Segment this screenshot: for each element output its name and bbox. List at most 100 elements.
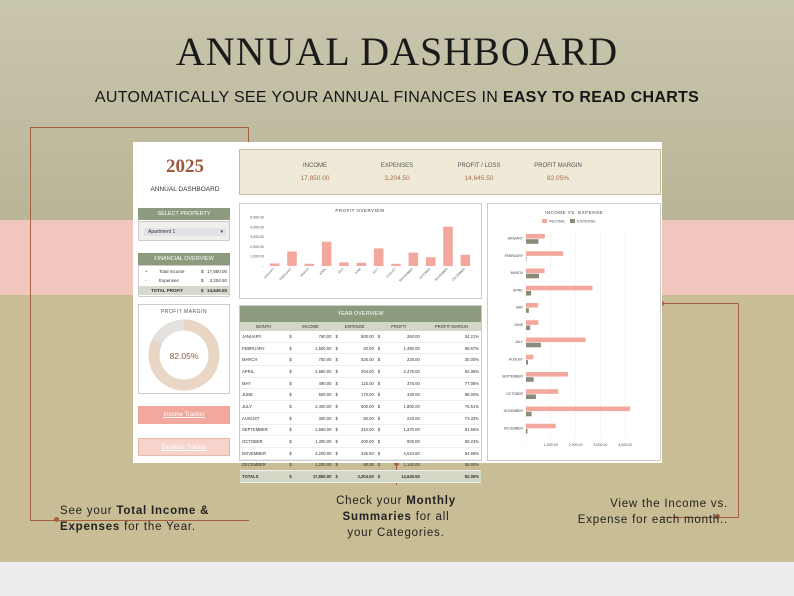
table-cell: $ — [333, 447, 344, 460]
table-cell: MARCH — [240, 353, 288, 367]
table-cell: MAY — [240, 377, 288, 390]
income-bar — [526, 337, 586, 343]
page-title: ANNUAL DASHBOARD — [175, 29, 619, 74]
table-cell: $ — [287, 424, 298, 437]
x-tick-label: OCTOBER — [418, 266, 432, 280]
kpi-label: PROFIT / LOSS — [457, 163, 501, 169]
table-cell: 115.00 — [343, 377, 376, 390]
caption-bold: Monthly — [406, 495, 456, 507]
property-selected: Apartment 1 — [148, 229, 176, 235]
table-cell: $ — [375, 331, 386, 343]
select-property-box: Apartment 1 ▾ — [138, 221, 230, 241]
x-tick-label: NOVEMBER — [434, 266, 450, 282]
table-cell: $ — [287, 353, 298, 367]
profit-margin-value: 82.05% — [169, 351, 199, 361]
table-row: OCTOBER $1,300.00 $400.00 $900.00 69.23% — [240, 435, 481, 448]
kpi-expenses: EXPENSES 3,204.50 — [362, 163, 432, 182]
profit-margin-donut — [148, 319, 220, 391]
y-tick-label: APRIL — [513, 288, 523, 292]
legend-label: INCOME — [549, 219, 565, 224]
table-cell: 260.00 — [385, 331, 422, 343]
income-bar — [526, 320, 539, 325]
donut-arc — [148, 319, 220, 391]
expense-bar — [526, 308, 529, 313]
year-label: 2025 — [166, 156, 204, 177]
table-cell: 81.55% — [421, 424, 481, 437]
table-cell: 170.00 — [343, 388, 376, 402]
connector-left — [30, 127, 249, 521]
income-bar — [526, 234, 545, 239]
fin-label: Total Income — [159, 269, 185, 274]
profit-overview-chart: PROFIT OVERVIEW 5,000.00 4,000.00 3,000.00… — [250, 208, 471, 283]
table-cell: DECEMBER — [240, 459, 288, 472]
income-bar — [526, 389, 559, 394]
fin-label: Expenses — [159, 278, 179, 283]
kpi-value: 3,204.50 — [384, 175, 410, 182]
x-tick-label: 3,000.00 — [593, 443, 607, 447]
table-cell: $ — [333, 400, 344, 413]
dashboard-label: ANNUAL DASHBOARD — [150, 186, 220, 193]
x-tick-label: APRIL — [318, 267, 327, 276]
table-cell: 2,680.00 — [297, 365, 334, 378]
table-cell: 20.00 — [343, 342, 376, 355]
caption-text: View the Income vs. — [610, 498, 728, 510]
subtitle-bold: EASY TO READ CHARTS — [502, 89, 700, 106]
table-cell: 204.00 — [343, 365, 376, 378]
x-tick-label: 2,000.00 — [569, 443, 583, 447]
table-cell: 400.00 — [343, 435, 376, 448]
table-cell: 4,024.50 — [385, 447, 422, 460]
x-tick-label: 1,000.00 — [544, 443, 558, 447]
table-cell: 98.67% — [421, 342, 481, 355]
table-row: MAY $490.00 $115.00 $375.00 77.08% — [240, 377, 481, 390]
table-row: JANUARY $760.00 $500.00 $260.00 34.21% — [240, 331, 481, 343]
y-tick-label: SEPTEMBER — [502, 375, 523, 379]
kpi-profit-margin: PROFIT MARGIN 82.05% — [523, 163, 593, 182]
financial-overview-header: FINANCIAL OVERVIEW — [138, 253, 230, 265]
x-tick-label: 4,000.00 — [618, 443, 632, 447]
table-cell: 17,850.00 — [297, 470, 334, 483]
table-cell: 73.33% — [421, 412, 481, 425]
table-cell: 92.39% — [421, 365, 481, 378]
income-bar — [526, 251, 564, 256]
col-income: INCOME — [287, 322, 334, 331]
table-cell: $ — [287, 435, 298, 448]
table-cell: $ — [333, 365, 344, 378]
x-tick-label: JANUARY — [263, 267, 276, 280]
income-bar — [526, 268, 545, 274]
caption-bold: Expenses — [60, 521, 121, 533]
x-tick-label: JUNE — [354, 267, 362, 275]
kpi-value: 14,645.50 — [464, 175, 494, 182]
expense-bar — [526, 342, 541, 348]
expense-bar — [526, 239, 539, 244]
table-cell: $ — [375, 412, 386, 425]
legend-label: EXPENSE — [577, 219, 596, 224]
table-cell: $ — [333, 377, 344, 390]
table-cell: $ — [375, 388, 386, 402]
table-cell: $ — [375, 353, 386, 367]
fin-row: - Expenses $ 3,204.50 — [139, 276, 229, 285]
table-cell: 760.00 — [297, 331, 334, 343]
income-tracker-button[interactable]: Income Tracker — [138, 406, 230, 424]
profit-bar — [408, 252, 419, 266]
table-row: JULY $2,400.00 $600.00 $1,800.00 75.51% — [240, 400, 481, 413]
table-cell: $ — [375, 342, 386, 355]
table-cell: APRIL — [240, 365, 288, 378]
expense-tracker-button[interactable]: Expense Tracker — [138, 438, 230, 456]
y-tick-label: 5,000.00 — [250, 216, 264, 220]
table-cell: 1,370.00 — [385, 424, 422, 437]
table-cell: 1,690.00 — [297, 424, 334, 437]
col-profit: PROFIT — [375, 322, 422, 331]
table-cell: $ — [375, 424, 386, 437]
kpi-income: INCOME 17,850.00 — [280, 163, 350, 182]
table-cell: $ — [287, 388, 298, 402]
y-tick-label: AUGUST — [509, 357, 523, 361]
table-cell: $ — [287, 331, 298, 343]
caption-text: for the Year. — [120, 521, 196, 533]
property-dropdown[interactable]: Apartment 1 ▾ — [144, 228, 226, 236]
caption-bold: Total Income & — [116, 505, 210, 517]
table-cell: 3,204.50 — [343, 470, 376, 483]
table-cell: $ — [287, 400, 298, 413]
table-cell: JUNE — [240, 388, 288, 402]
table-cell: $ — [287, 342, 298, 355]
table-cell: AUGUST — [240, 412, 288, 425]
